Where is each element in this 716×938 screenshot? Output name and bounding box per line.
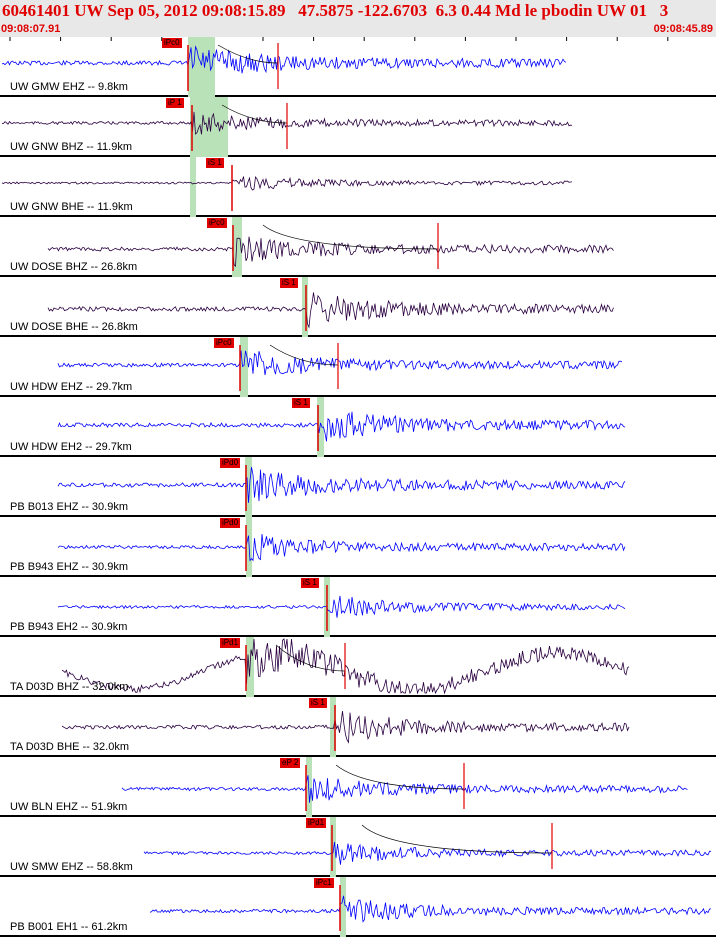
seismogram <box>57 517 626 577</box>
seismogram <box>1 97 573 157</box>
waveform <box>57 350 623 376</box>
trace-panel[interactable]: iPd1 UW SMW EHZ -- 58.8km <box>0 817 716 877</box>
station-label: UW GMW EHZ -- 9.8km <box>10 81 128 93</box>
waveform <box>47 236 614 268</box>
trace-panel[interactable]: iPc1 PB B001 EH1 -- 61.2km <box>0 877 716 937</box>
waveform <box>57 595 626 618</box>
station-label: UW GNW BHE -- 11.9km <box>10 201 133 213</box>
pick-flag[interactable]: iS 1 <box>206 158 224 168</box>
station-label: UW BLN EHZ -- 51.9km <box>10 801 128 813</box>
coda-curve <box>275 644 346 672</box>
pick-flag[interactable]: iS 1 <box>292 398 310 408</box>
station-label: UW HDW EH2 -- 29.7km <box>10 441 132 453</box>
trace-panel[interactable]: iPc0 UW HDW EHZ -- 29.7km <box>0 337 716 397</box>
seismogram <box>61 697 630 757</box>
analysis-window <box>240 337 248 397</box>
pick-flag[interactable]: iS 1 <box>301 578 319 588</box>
analysis-window <box>330 697 336 757</box>
pick-flag[interactable]: iPc0 <box>214 338 234 348</box>
waveform <box>149 895 712 923</box>
seismogram <box>57 457 626 517</box>
station-label: PB B943 EHZ -- 30.9km <box>10 561 128 573</box>
coda-curve <box>262 224 439 250</box>
station-label: TA D03D BHE -- 32.0km <box>10 741 129 753</box>
coda-curve <box>221 104 288 124</box>
pick-flag[interactable]: iPc0 <box>162 38 182 48</box>
pick-flag[interactable]: iS 1 <box>309 698 327 708</box>
waveform <box>61 710 630 744</box>
station-label: PB B943 EH2 -- 30.9km <box>10 621 128 633</box>
trace-panel[interactable]: iPc0 UW DOSE BHZ -- 26.8km <box>0 217 716 277</box>
pick-flag[interactable]: iPd0 <box>220 458 241 468</box>
analysis-window <box>340 877 346 937</box>
analysis-window <box>245 457 252 517</box>
seismogram <box>57 337 623 397</box>
time-end: 09:08:45.89 <box>653 23 713 35</box>
seismogram <box>57 577 626 637</box>
trace-panel[interactable]: iS 1 TA D03D BHE -- 32.0km <box>0 697 716 757</box>
waveform <box>143 841 711 865</box>
pick-flag[interactable]: iS 1 <box>280 278 298 288</box>
seismogram <box>121 757 688 817</box>
station-label: TA D03D BHZ -- 32.0km <box>10 681 129 693</box>
seismogram <box>57 397 626 457</box>
pick-flag[interactable]: iPd1 <box>220 638 241 648</box>
analysis-window <box>190 97 228 157</box>
analysis-window <box>330 817 336 877</box>
analysis-window <box>302 277 308 337</box>
trace-panel[interactable]: eP 2 UW BLN EHZ -- 51.9km <box>0 757 716 817</box>
pick-flag[interactable]: eP 2 <box>280 758 301 768</box>
seismogram <box>149 877 712 937</box>
station-label: PB B013 EHZ -- 30.9km <box>10 501 128 513</box>
station-label: UW HDW EHZ -- 29.7km <box>10 381 133 393</box>
waveform <box>121 775 688 803</box>
seismogram <box>47 217 614 277</box>
pick-flag[interactable]: iP 1 <box>166 98 184 108</box>
seismogram <box>47 277 614 337</box>
header-bar: 60461401 UW Sep 05, 2012 09:08:15.89 47.… <box>0 0 716 37</box>
waveform <box>1 175 573 191</box>
trace-panel[interactable]: iS 1 UW HDW EH2 -- 29.7km <box>0 397 716 457</box>
trace-panel[interactable]: iS 1 PB B943 EH2 -- 30.9km <box>0 577 716 637</box>
coda-curve <box>361 824 553 854</box>
coda-curve <box>217 44 279 64</box>
station-label: UW SMW EHZ -- 58.8km <box>10 861 133 873</box>
seismogram <box>143 817 711 877</box>
analysis-window <box>188 37 215 97</box>
trace-panel[interactable]: iS 1 UW GNW BHE -- 11.9km <box>0 157 716 217</box>
seismogram <box>61 637 630 697</box>
waveform <box>1 45 567 74</box>
waveform <box>47 292 614 329</box>
coda-curve <box>335 764 465 790</box>
trace-panel[interactable]: iP 1 UW GNW BHZ -- 11.9km <box>0 97 716 157</box>
seismogram <box>1 37 567 97</box>
station-label: PB B001 EH1 -- 61.2km <box>10 921 128 933</box>
waveform <box>57 533 626 562</box>
waveform <box>57 411 626 442</box>
pick-flag[interactable]: iPc0 <box>207 218 227 228</box>
trace-stack[interactable]: iPc0 UW GMW EHZ -- 9.8km iP 1 UW GNW BHZ --… <box>0 37 716 938</box>
pick-flag[interactable]: iPc1 <box>314 878 334 888</box>
station-label: UW DOSE BHE -- 26.8km <box>10 321 138 333</box>
event-title: 60461401 UW Sep 05, 2012 09:08:15.89 47.… <box>2 1 669 20</box>
trace-panel[interactable]: iS 1 UW DOSE BHE -- 26.8km <box>0 277 716 337</box>
time-start: 09:08:07.91 <box>1 23 61 35</box>
coda-curve <box>269 344 339 366</box>
station-label: UW DOSE BHZ -- 26.8km <box>10 261 138 273</box>
waveform <box>57 467 626 503</box>
pick-flag[interactable]: iPd0 <box>220 518 241 528</box>
analysis-window <box>190 157 196 217</box>
station-label: UW GNW BHZ -- 11.9km <box>10 141 133 153</box>
trace-panel[interactable]: iPd0 PB B013 EHZ -- 30.9km <box>0 457 716 517</box>
trace-panel[interactable]: iPd1 TA D03D BHZ -- 32.0km <box>0 637 716 697</box>
analysis-window <box>232 217 242 277</box>
seismogram <box>1 157 573 217</box>
pick-flag[interactable]: iPd1 <box>306 818 327 828</box>
trace-panel[interactable]: iPd0 PB B943 EHZ -- 30.9km <box>0 517 716 577</box>
analysis-window <box>317 397 324 457</box>
trace-panel[interactable]: iPc0 UW GMW EHZ -- 9.8km <box>0 37 716 97</box>
